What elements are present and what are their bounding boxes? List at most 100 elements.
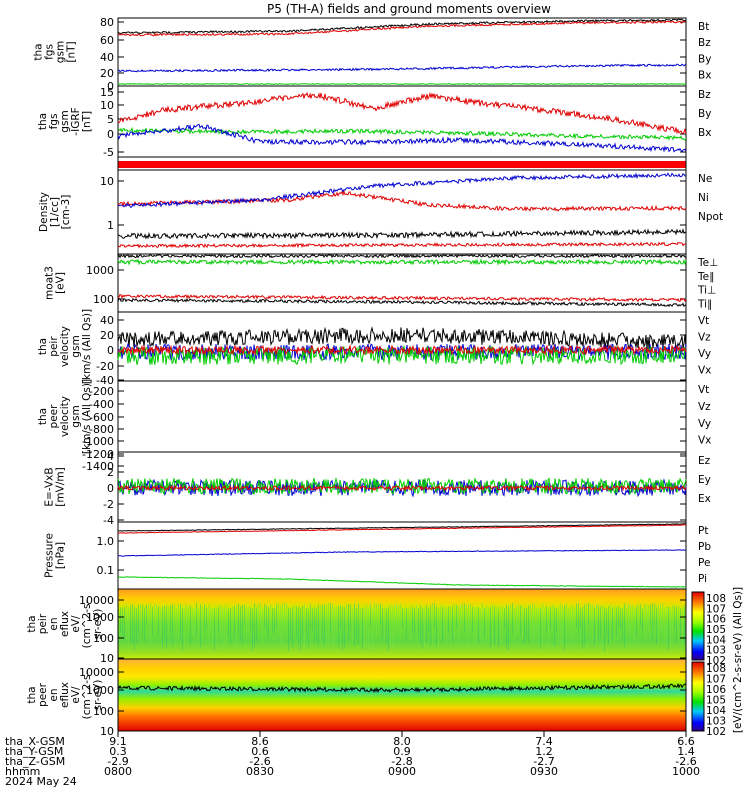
y-tick-label: 40 bbox=[100, 314, 114, 327]
spectrogram-streak bbox=[200, 604, 201, 647]
spectrogram-streak bbox=[374, 603, 375, 629]
legend-Vz: Vz bbox=[698, 401, 711, 413]
spectrogram-streak bbox=[380, 603, 381, 625]
spectrogram-streak bbox=[306, 608, 307, 637]
spectrogram-streak bbox=[372, 608, 373, 651]
spectrogram-streak bbox=[232, 606, 233, 632]
y-axis-label: gsm bbox=[55, 41, 67, 63]
legend-Ti∥: Ti∥ bbox=[697, 298, 712, 310]
spectrogram-streak bbox=[604, 607, 605, 652]
y-axis-label: [mV/m] bbox=[55, 467, 67, 506]
spectrogram-streak bbox=[390, 604, 391, 645]
spectrogram-streak bbox=[578, 603, 579, 635]
spectrogram-streak bbox=[530, 604, 531, 627]
spectrogram-streak bbox=[632, 605, 633, 626]
spectrogram-streak bbox=[174, 605, 175, 628]
spectrogram-streak bbox=[132, 603, 133, 644]
y-tick-label: -200 bbox=[89, 385, 114, 398]
spectrogram-streak bbox=[178, 603, 179, 640]
Pe-line bbox=[117, 576, 687, 588]
y-axis-label: gsm bbox=[70, 405, 82, 427]
spectrogram-streak bbox=[262, 608, 263, 644]
Vz-line bbox=[117, 344, 687, 356]
spectrogram-streak bbox=[506, 604, 507, 650]
peer-black-line bbox=[117, 682, 687, 694]
spectrogram-streak bbox=[572, 606, 573, 639]
spectrogram-streak bbox=[130, 605, 131, 643]
spectrogram-streak bbox=[152, 606, 153, 636]
spectrogram-streak bbox=[134, 607, 135, 651]
spectrogram-streak bbox=[150, 603, 151, 647]
spectrogram-streak bbox=[216, 607, 217, 652]
colorbar-tick-label: 105 bbox=[706, 695, 726, 707]
colorbar-tick-label: 107 bbox=[706, 674, 726, 686]
spectrogram-streak bbox=[172, 603, 173, 646]
y-axis-label: [cm-3] bbox=[60, 195, 72, 230]
y-axis-label: E=-VxB bbox=[44, 467, 56, 506]
spectrogram-streak bbox=[256, 607, 257, 643]
spectrogram-streak bbox=[560, 603, 561, 647]
spectrogram-streak bbox=[400, 603, 401, 640]
spectrogram-streak bbox=[590, 604, 591, 628]
spectrogram-streak bbox=[618, 606, 619, 628]
spectrogram-streak bbox=[662, 603, 663, 629]
spectrogram-streak bbox=[658, 603, 659, 647]
y-axis-label: [eV] bbox=[55, 272, 67, 294]
y-tick-label: 100 bbox=[93, 632, 114, 645]
spectrogram-streak bbox=[336, 606, 337, 630]
spectrogram-streak bbox=[254, 603, 255, 648]
spectrogram-streak bbox=[576, 603, 577, 629]
spectrogram-streak bbox=[668, 607, 669, 650]
Te-perp-line bbox=[117, 241, 687, 249]
y-tick-label: -5 bbox=[103, 146, 114, 159]
legend-Bx: Bx bbox=[698, 127, 711, 139]
spectrogram-streak bbox=[398, 605, 399, 634]
spectrogram-streak bbox=[158, 606, 159, 635]
spectrogram-streak bbox=[416, 605, 417, 634]
spectrogram-streak bbox=[206, 607, 207, 629]
colorbar-tick-label: 104 bbox=[706, 634, 726, 646]
spectrogram-streak bbox=[226, 605, 227, 644]
spectrogram-streak bbox=[264, 604, 265, 628]
y-tick-label: 10000 bbox=[79, 666, 114, 679]
spectrogram-streak bbox=[480, 608, 481, 644]
spectrogram-streak bbox=[120, 607, 121, 633]
y-axis-label: moat3 bbox=[44, 266, 56, 300]
y-tick-label: 10 bbox=[100, 99, 114, 112]
y-tick-label: 80 bbox=[100, 16, 114, 29]
colorbar-tick-label: 103 bbox=[706, 645, 726, 657]
spectrogram-streak bbox=[388, 607, 389, 652]
spectrogram-streak bbox=[450, 606, 451, 650]
spectrogram-streak bbox=[426, 604, 427, 643]
Ez-line bbox=[117, 484, 687, 492]
spectrogram-streak bbox=[536, 607, 537, 632]
spectrogram-streak bbox=[222, 606, 223, 649]
spectrogram-streak bbox=[654, 603, 655, 626]
y-axis-label: fgs bbox=[48, 114, 60, 130]
spectrogram-streak bbox=[342, 606, 343, 651]
spectrogram-streak bbox=[414, 608, 415, 635]
spectrogram-streak bbox=[162, 606, 163, 649]
y-axis-label: tha bbox=[33, 43, 45, 60]
spectrogram-streak bbox=[302, 605, 303, 637]
y-axis-label: fgs bbox=[44, 44, 56, 60]
spectrogram-streak bbox=[456, 605, 457, 628]
spectrogram-streak bbox=[276, 604, 277, 628]
spectrogram-streak bbox=[516, 606, 517, 635]
spectrogram-streak bbox=[366, 603, 367, 642]
spectrogram-streak bbox=[312, 608, 313, 632]
y-tick-label: 15 bbox=[100, 86, 114, 99]
panel-frame-fgs bbox=[117, 17, 687, 87]
spectrogram-streak bbox=[202, 607, 203, 642]
spectrogram-streak bbox=[564, 605, 565, 651]
spectrogram-streak bbox=[674, 605, 675, 630]
legend-Vx: Vx bbox=[698, 435, 711, 447]
y-axis-label: sr-eV) bbox=[92, 609, 104, 640]
spectrogram-streak bbox=[126, 604, 127, 645]
spectrogram-streak bbox=[278, 603, 279, 628]
spectrogram-streak bbox=[408, 608, 409, 630]
spectrogram-streak bbox=[430, 605, 431, 647]
By-line bbox=[117, 82, 687, 86]
spectrogram-streak bbox=[598, 605, 599, 640]
